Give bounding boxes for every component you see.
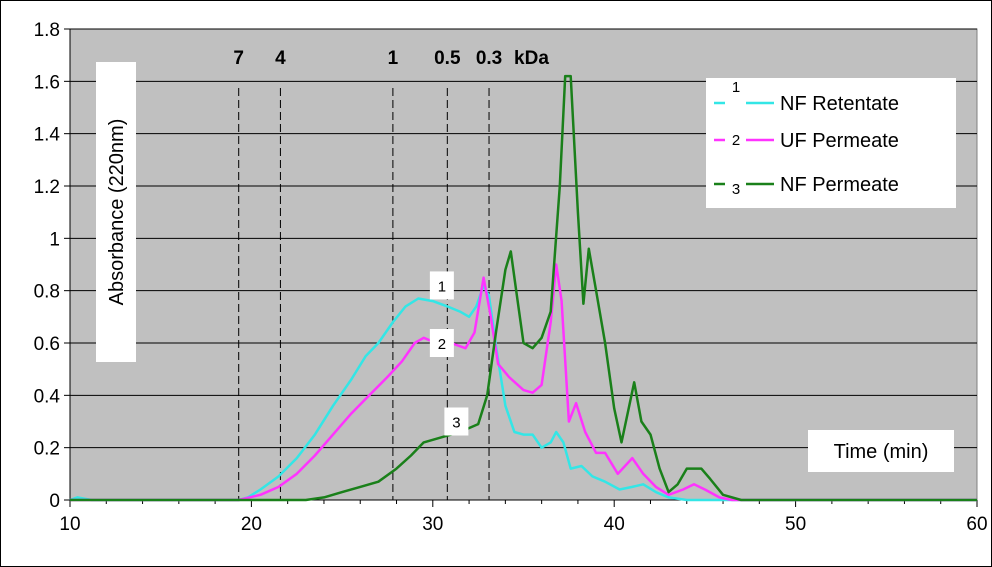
x-tick-label: 10 xyxy=(59,514,80,535)
series-tag-label: 3 xyxy=(452,415,460,432)
x-tick-label: 40 xyxy=(604,514,625,535)
series-tag-label: 2 xyxy=(438,336,446,353)
legend-item-label: NF Retentate xyxy=(780,93,899,115)
x-tick-label: 50 xyxy=(785,514,806,535)
legend-item-label: UF Permeate xyxy=(780,130,899,152)
y-tick-label: 1.8 xyxy=(34,20,60,41)
legend-item-tag: 3 xyxy=(732,181,740,198)
y-axis: 0 0.2 0.4 0.6 0.8 1 1.2 1.4 1.6 1.8 xyxy=(34,20,71,512)
mw-marker-label: 0.3 xyxy=(476,48,502,69)
y-tick-label: 0 xyxy=(49,491,60,512)
legend-item-tag: 2 xyxy=(732,132,740,149)
y-tick-label: 1.2 xyxy=(34,177,60,198)
y-tick-label: 1 xyxy=(49,229,60,250)
series-tag-label: 1 xyxy=(438,278,446,295)
legend-item-3: 3 NF Permeate xyxy=(714,174,899,198)
series-line-3 xyxy=(70,74,977,502)
mw-marker-label: 4 xyxy=(275,48,286,69)
y-tick-label: 0.4 xyxy=(34,386,61,407)
legend: 1 NF Retentate 2 UF Permeate 3 NF Permeate xyxy=(706,78,956,208)
legend-item-tag: 1 xyxy=(732,79,740,96)
mw-marker-label: 7 xyxy=(233,48,244,69)
series-tag-1: 1 xyxy=(429,271,454,300)
y-tick-label: 0.6 xyxy=(34,334,60,355)
mw-marker-label: 1 xyxy=(388,48,399,69)
y-tick-label: 0.8 xyxy=(34,282,60,303)
x-axis-title: Time (min) xyxy=(834,441,929,463)
mw-marker-label: 0.5 xyxy=(434,48,461,69)
y-tick-label: 0.2 xyxy=(34,439,60,460)
mw-unit-label: kDa xyxy=(514,48,549,69)
y-tick-label: 1.6 xyxy=(34,72,60,93)
y-tick-label: 1.4 xyxy=(34,125,61,146)
series-tag-2: 2 xyxy=(429,329,454,357)
legend-item-2: 2 UF Permeate xyxy=(714,130,899,152)
series-tags: 1 2 3 xyxy=(429,271,469,436)
legend-item-label: NF Permeate xyxy=(780,174,899,196)
series-line-2 xyxy=(70,263,977,502)
x-tick-label: 60 xyxy=(966,514,987,535)
x-tick-label: 20 xyxy=(241,514,262,535)
series-group xyxy=(69,74,977,502)
series-tag-3: 3 xyxy=(444,407,469,436)
x-tick-label: 30 xyxy=(422,514,443,535)
legend-item-1: 1 NF Retentate xyxy=(714,79,899,115)
x-axis-title-box: Time (min) xyxy=(808,430,954,472)
y-axis-title: Absorbance (220nm) xyxy=(106,119,128,306)
y-axis-title-box: Absorbance (220nm) xyxy=(96,62,136,362)
